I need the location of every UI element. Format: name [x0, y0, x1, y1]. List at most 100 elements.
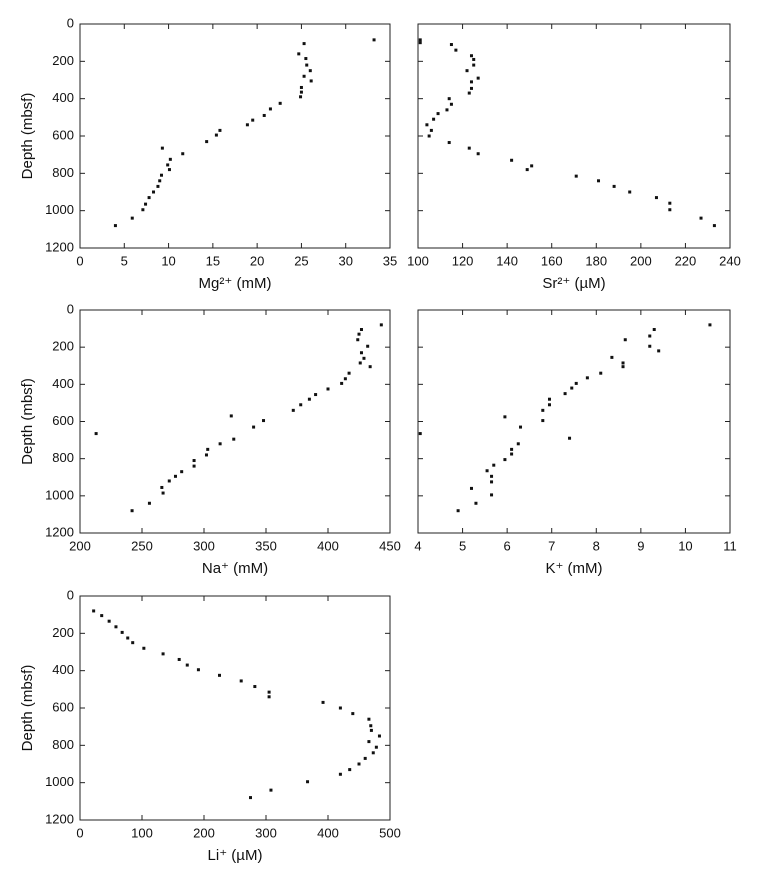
point	[177, 657, 181, 661]
y-tick-label: 800	[52, 450, 74, 465]
x-tick-label: 200	[630, 253, 652, 268]
point	[366, 344, 370, 348]
point	[166, 163, 170, 167]
point	[490, 480, 494, 484]
point	[305, 63, 309, 67]
x-tick-label: 10	[678, 538, 692, 553]
point	[374, 745, 378, 749]
point	[291, 408, 295, 412]
point	[612, 184, 616, 188]
y-tick-label: 200	[52, 53, 74, 68]
point	[114, 625, 118, 629]
x-tick-label: 5	[121, 253, 128, 268]
point	[147, 196, 151, 200]
point	[379, 323, 383, 327]
point	[362, 356, 366, 360]
x-tick-label: 0	[76, 825, 83, 840]
x-tick-label: 30	[338, 253, 352, 268]
point	[262, 113, 266, 117]
point	[100, 614, 104, 618]
point	[253, 685, 257, 689]
y-tick-label: 1000	[45, 487, 74, 502]
point	[476, 76, 480, 80]
x-tick-label: 100	[131, 825, 153, 840]
point	[304, 57, 308, 61]
point	[599, 371, 603, 375]
point	[302, 42, 306, 46]
point	[418, 432, 422, 436]
point	[147, 501, 151, 505]
point	[340, 381, 344, 385]
x-tick-label: 180	[585, 253, 607, 268]
point	[574, 174, 578, 178]
point	[510, 158, 514, 162]
point	[465, 69, 469, 73]
point	[232, 437, 236, 441]
point	[359, 351, 363, 355]
plot-frame	[417, 309, 731, 534]
point	[654, 196, 658, 200]
point	[467, 146, 471, 150]
point	[467, 91, 471, 95]
y-tick-label: 1000	[45, 202, 74, 217]
point	[367, 740, 371, 744]
x-tick-label: 15	[206, 253, 220, 268]
x-tick-label: 120	[452, 253, 474, 268]
point	[516, 442, 520, 446]
point	[159, 173, 163, 177]
point	[348, 768, 352, 772]
point	[267, 695, 271, 699]
point	[107, 619, 111, 623]
x-tick-label: 200	[193, 825, 215, 840]
point	[621, 365, 625, 369]
point	[377, 734, 381, 738]
point	[338, 772, 342, 776]
point	[447, 97, 451, 101]
point	[449, 102, 453, 106]
point	[185, 663, 189, 667]
point	[192, 459, 196, 463]
point	[519, 425, 523, 429]
x-tick-label: 6	[504, 538, 511, 553]
point	[454, 48, 458, 52]
point	[372, 38, 376, 42]
point	[574, 381, 578, 385]
point	[541, 408, 545, 412]
x-tick-label: 5	[459, 538, 466, 553]
point	[490, 493, 494, 497]
y-axis-label: Depth (mbsf)	[19, 378, 36, 465]
point	[510, 447, 514, 451]
x-tick-label: 250	[131, 538, 153, 553]
x-tick-label: 9	[637, 538, 644, 553]
point	[427, 134, 431, 138]
point	[308, 69, 312, 73]
point	[239, 679, 243, 683]
x-tick-label: 220	[675, 253, 697, 268]
point	[356, 338, 360, 342]
point	[597, 179, 601, 183]
point	[268, 107, 272, 111]
x-tick-label: 160	[541, 253, 563, 268]
point	[347, 371, 351, 375]
point	[456, 509, 460, 513]
point	[547, 397, 551, 401]
point	[623, 338, 627, 342]
point	[351, 712, 355, 716]
point	[369, 728, 373, 732]
point	[621, 361, 625, 365]
point	[371, 751, 375, 755]
point	[297, 52, 301, 56]
point	[657, 349, 661, 353]
point	[245, 123, 249, 127]
point	[503, 415, 507, 419]
y-tick-label: 200	[52, 625, 74, 640]
point	[144, 202, 148, 206]
point	[445, 108, 449, 112]
point	[180, 470, 184, 474]
point	[367, 717, 371, 721]
point	[547, 403, 551, 407]
y-tick-label: 0	[67, 15, 74, 30]
point	[113, 224, 117, 228]
point	[196, 668, 200, 672]
point	[192, 464, 196, 468]
